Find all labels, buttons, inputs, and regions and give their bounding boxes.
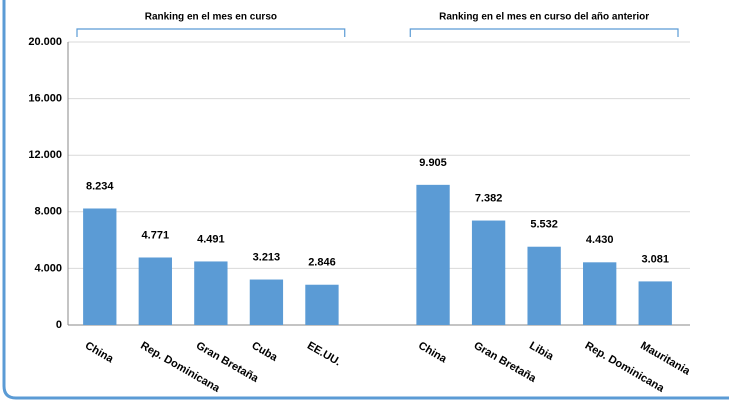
y-tick-label: 8.000 bbox=[34, 206, 62, 218]
y-tick-label: 20.000 bbox=[28, 36, 62, 48]
x-tick-label: Cuba bbox=[249, 340, 280, 365]
bar bbox=[638, 281, 672, 325]
x-tick-label: China bbox=[416, 340, 449, 366]
x-tick-label: China bbox=[83, 340, 116, 366]
x-tick-label: Libia bbox=[527, 340, 556, 364]
value-label: 3.213 bbox=[253, 251, 281, 263]
bar bbox=[138, 257, 172, 325]
bar bbox=[305, 284, 339, 325]
bar bbox=[194, 261, 228, 325]
value-label: 5.532 bbox=[530, 219, 558, 231]
bar bbox=[527, 246, 561, 325]
value-label: 4.771 bbox=[142, 229, 170, 241]
value-label: 4.491 bbox=[197, 233, 225, 245]
bar bbox=[471, 220, 506, 325]
y-tick-label: 12.000 bbox=[28, 149, 62, 161]
value-label: 7.382 bbox=[475, 192, 503, 204]
bar bbox=[416, 184, 450, 325]
x-tick-label: EE.UU. bbox=[305, 340, 343, 369]
group-label: Ranking en el mes en curso del año anter… bbox=[439, 12, 649, 23]
bar bbox=[83, 208, 117, 325]
value-label: 2.846 bbox=[308, 257, 336, 269]
value-label: 9.905 bbox=[419, 157, 447, 169]
bar bbox=[249, 279, 284, 325]
value-label: 8.234 bbox=[86, 180, 114, 192]
y-tick-label: 0 bbox=[56, 319, 62, 331]
group-bracket bbox=[409, 28, 679, 37]
bar bbox=[583, 262, 617, 325]
group-bracket bbox=[76, 28, 346, 37]
y-tick-label: 4.000 bbox=[34, 262, 62, 274]
value-label: 4.430 bbox=[586, 234, 614, 246]
group-label: Ranking en el mes en curso bbox=[145, 12, 277, 23]
y-tick-label: 16.000 bbox=[28, 93, 62, 105]
value-label: 3.081 bbox=[641, 253, 669, 265]
